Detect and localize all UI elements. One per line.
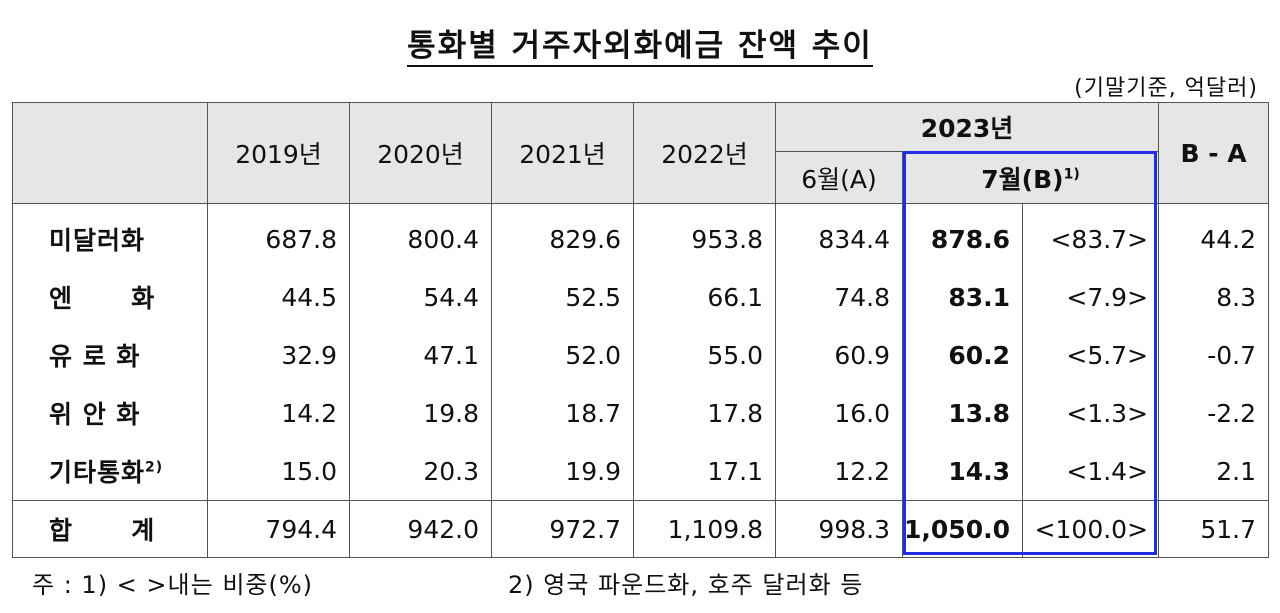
header-july: 7월(B)1) — [901, 151, 1160, 204]
cell-v2019: 15.0 — [207, 442, 350, 501]
total-jun: 998.3 — [775, 500, 903, 558]
total-diff: 51.7 — [1158, 500, 1270, 558]
total-v2022: 1,109.8 — [633, 500, 776, 558]
header-2023: 2023년 — [774, 102, 1160, 152]
total-jul: 1,050.0 — [902, 500, 1023, 558]
cell-v2020: 20.3 — [349, 442, 492, 501]
table-row: 유 로 화 32.9 47.1 52.0 55.0 60.9 60.2 <5.7> -0.7 — [12, 326, 1270, 384]
cell-jul: 878.6 — [902, 203, 1023, 268]
cell-jul: 83.1 — [902, 268, 1023, 326]
cell-v2019: 44.5 — [207, 268, 350, 326]
header-2022: 2022년 — [633, 102, 776, 204]
row-label: 미달러화 — [12, 203, 208, 268]
footnote-ratio: 주 : 1) < >내는 비중(%) — [32, 571, 314, 599]
cell-v2019: 32.9 — [207, 326, 350, 384]
cell-v2022: 66.1 — [633, 268, 776, 326]
cell-ratio: <1.3> — [1021, 384, 1160, 442]
unit-note: (기말기준, 억달러) — [1074, 76, 1258, 101]
cell-v2019: 14.2 — [207, 384, 350, 442]
cell-v2019: 687.8 — [207, 203, 350, 268]
cell-v2021: 52.5 — [491, 268, 634, 326]
cell-v2020: 47.1 — [349, 326, 492, 384]
cell-v2021: 19.9 — [491, 442, 634, 501]
cell-jul: 14.3 — [902, 442, 1023, 501]
cell-jul: 60.2 — [902, 326, 1023, 384]
deposit-balance-table: 2019년 2020년 2021년 2022년 2023년 B - A 6월(A… — [12, 102, 1270, 558]
cell-jun: 60.9 — [775, 326, 903, 384]
header-june: 6월(A) — [775, 151, 903, 204]
cell-v2022: 55.0 — [633, 326, 776, 384]
header-corner — [12, 102, 208, 204]
cell-jun: 834.4 — [775, 203, 903, 268]
row-label: 위 안 화 — [12, 384, 208, 442]
cell-diff: -0.7 — [1158, 326, 1270, 384]
header-diff: B - A — [1158, 102, 1270, 204]
total-v2020: 942.0 — [349, 500, 492, 558]
cell-jul: 13.8 — [902, 384, 1023, 442]
cell-v2022: 17.1 — [633, 442, 776, 501]
cell-v2020: 800.4 — [349, 203, 492, 268]
cell-ratio: <1.4> — [1021, 442, 1160, 501]
header-2021: 2021년 — [491, 102, 634, 204]
cell-ratio: <83.7> — [1021, 203, 1160, 268]
cell-diff: 8.3 — [1158, 268, 1270, 326]
cell-v2022: 953.8 — [633, 203, 776, 268]
table-row: 미달러화 687.8 800.4 829.6 953.8 834.4 878.6 <83.7>… — [12, 203, 1270, 268]
row-label: 엔 화 — [12, 268, 208, 326]
cell-v2021: 829.6 — [491, 203, 634, 268]
cell-ratio: <7.9> — [1021, 268, 1160, 326]
cell-diff: 44.2 — [1158, 203, 1270, 268]
cell-v2021: 18.7 — [491, 384, 634, 442]
table-row: 엔 화 44.5 54.4 52.5 66.1 74.8 83.1 <7.9> 8.3 — [12, 268, 1270, 326]
cell-v2020: 54.4 — [349, 268, 492, 326]
header-2020: 2020년 — [349, 102, 492, 204]
table-row: 기타통화2) 15.0 20.3 19.9 17.1 12.2 14.3 <1.4> 2.1 — [12, 442, 1270, 501]
cell-diff: -2.2 — [1158, 384, 1270, 442]
cell-jun: 12.2 — [775, 442, 903, 501]
row-label: 기타통화2) — [12, 442, 208, 501]
cell-v2021: 52.0 — [491, 326, 634, 384]
cell-jun: 16.0 — [775, 384, 903, 442]
total-v2019: 794.4 — [207, 500, 350, 558]
total-v2021: 972.7 — [491, 500, 634, 558]
cell-ratio: <5.7> — [1021, 326, 1160, 384]
cell-v2020: 19.8 — [349, 384, 492, 442]
header-2019: 2019년 — [207, 102, 350, 204]
table-title: 통화별 거주자외화예금 잔액 추이 — [0, 20, 1280, 67]
total-row: 합 계 794.4 942.0 972.7 1,109.8 998.3 1,050.0 <10… — [12, 500, 1270, 558]
cell-diff: 2.1 — [1158, 442, 1270, 501]
total-ratio: <100.0> — [1021, 500, 1160, 558]
total-label: 합 계 — [12, 500, 208, 558]
row-label: 유 로 화 — [12, 326, 208, 384]
cell-v2022: 17.8 — [633, 384, 776, 442]
footnote-other-currency: 2) 영국 파운드화, 호주 달러화 등 — [508, 571, 864, 599]
table-row: 위 안 화 14.2 19.8 18.7 17.8 16.0 13.8 <1.3> -2.2 — [12, 384, 1270, 442]
cell-jun: 74.8 — [775, 268, 903, 326]
